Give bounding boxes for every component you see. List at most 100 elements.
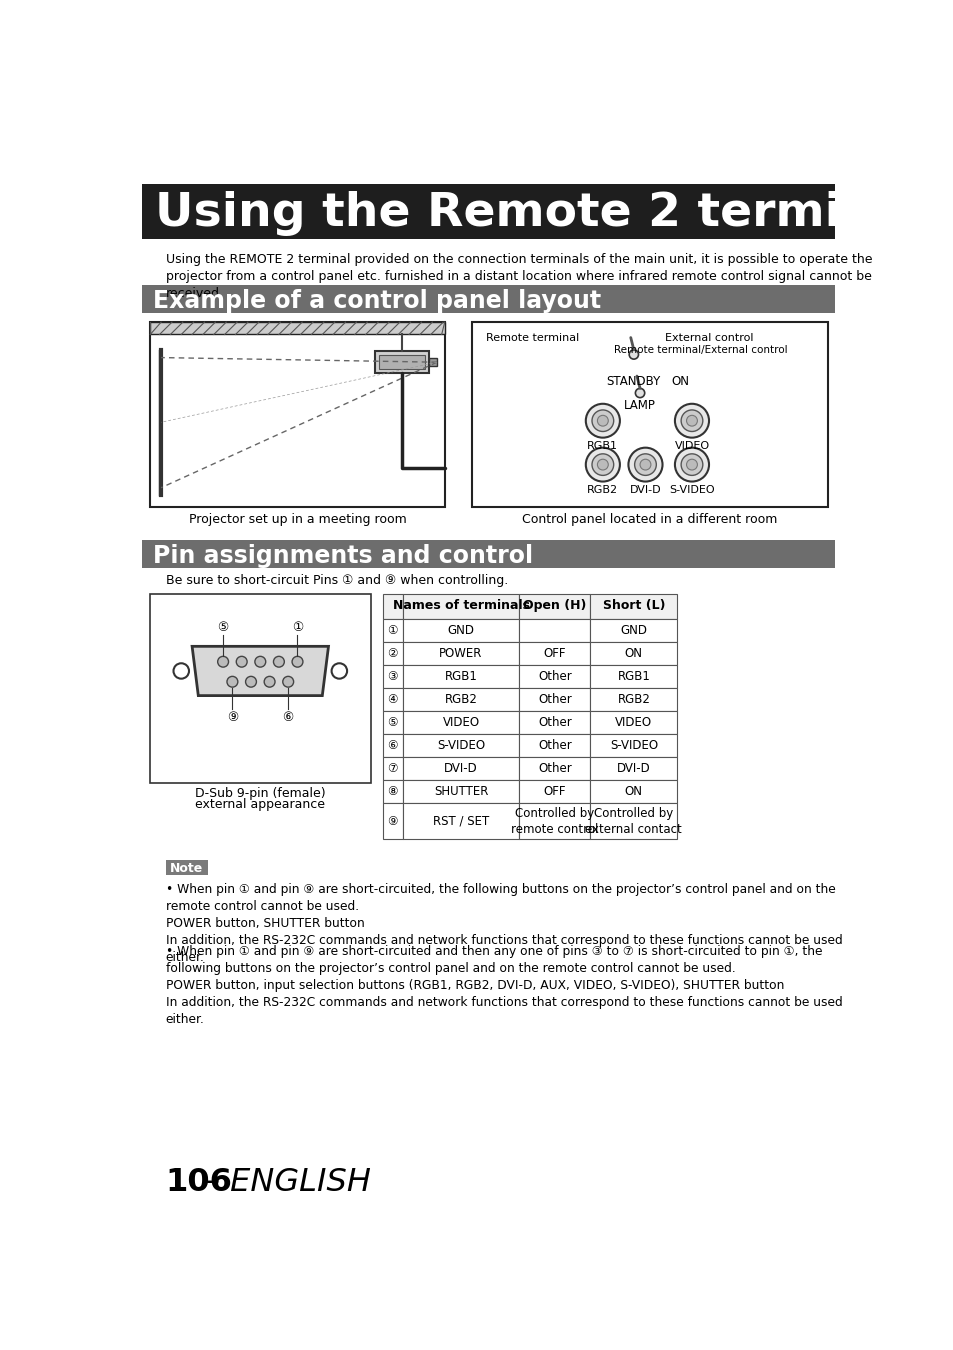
Bar xyxy=(402,757,518,780)
Bar xyxy=(472,323,827,508)
Bar xyxy=(382,641,402,664)
Text: Example of a control panel layout: Example of a control panel layout xyxy=(153,289,600,313)
Text: ⑤: ⑤ xyxy=(217,621,229,634)
Bar xyxy=(142,184,835,239)
Bar xyxy=(402,594,518,618)
Bar xyxy=(142,285,835,313)
Text: OFF: OFF xyxy=(543,647,565,660)
Text: RGB2: RGB2 xyxy=(587,485,618,494)
Bar xyxy=(402,688,518,711)
Text: Controlled by
external contact: Controlled by external contact xyxy=(585,806,681,836)
Circle shape xyxy=(592,410,613,432)
Bar xyxy=(382,664,402,689)
Circle shape xyxy=(585,404,619,437)
Text: VIDEO: VIDEO xyxy=(674,440,709,451)
Circle shape xyxy=(292,656,303,667)
Bar xyxy=(382,711,402,734)
Text: RGB1: RGB1 xyxy=(587,440,618,451)
Text: Be sure to short-circuit Pins ① and ⑨ when controlling.: Be sure to short-circuit Pins ① and ⑨ wh… xyxy=(166,574,507,587)
Text: RGB2: RGB2 xyxy=(617,693,650,706)
Circle shape xyxy=(597,416,608,427)
Text: S-VIDEO: S-VIDEO xyxy=(609,740,658,752)
Text: ⑧: ⑧ xyxy=(387,786,397,798)
Text: Projector set up in a meeting room: Projector set up in a meeting room xyxy=(189,513,406,526)
Bar xyxy=(382,688,402,711)
Text: Using the REMOTE 2 terminal provided on the connection terminals of the main uni: Using the REMOTE 2 terminal provided on … xyxy=(166,252,871,300)
Text: Other: Other xyxy=(537,716,571,729)
Text: RST / SET: RST / SET xyxy=(433,814,489,828)
Text: Short (L): Short (L) xyxy=(602,598,664,612)
Bar xyxy=(402,734,518,757)
Circle shape xyxy=(628,448,661,482)
Text: Other: Other xyxy=(537,670,571,683)
Text: POWER: POWER xyxy=(439,647,482,660)
Text: GND: GND xyxy=(447,624,474,637)
Bar xyxy=(402,780,518,803)
Bar xyxy=(382,780,402,803)
Bar xyxy=(382,734,402,757)
Text: Controlled by
remote control: Controlled by remote control xyxy=(511,806,598,836)
Bar xyxy=(590,734,677,757)
Bar xyxy=(518,594,590,618)
Text: – ENGLISH: – ENGLISH xyxy=(204,1166,371,1197)
Bar xyxy=(590,757,677,780)
Bar xyxy=(429,358,436,366)
Text: VIDEO: VIDEO xyxy=(615,716,652,729)
Text: ⑦: ⑦ xyxy=(387,763,397,775)
Bar xyxy=(518,664,590,689)
Circle shape xyxy=(674,404,708,437)
Text: ON: ON xyxy=(670,374,688,387)
Bar xyxy=(590,711,677,734)
Bar xyxy=(402,711,518,734)
Text: GND: GND xyxy=(619,624,647,637)
Bar xyxy=(518,618,590,641)
Bar xyxy=(375,351,429,373)
Text: STANDBY: STANDBY xyxy=(606,374,660,387)
Bar xyxy=(590,780,677,803)
Text: External control: External control xyxy=(664,333,753,343)
Text: Other: Other xyxy=(537,740,571,752)
Text: external appearance: external appearance xyxy=(195,798,325,811)
Bar xyxy=(590,688,677,711)
Text: RGB2: RGB2 xyxy=(444,693,476,706)
Text: ⑨: ⑨ xyxy=(227,711,238,724)
Text: ⑤: ⑤ xyxy=(387,716,397,729)
Text: Other: Other xyxy=(537,693,571,706)
Text: VIDEO: VIDEO xyxy=(442,716,479,729)
Bar xyxy=(518,780,590,803)
Text: DVI-D: DVI-D xyxy=(617,763,650,775)
Text: ⑨: ⑨ xyxy=(387,814,397,828)
Circle shape xyxy=(173,663,189,679)
Bar xyxy=(382,594,402,618)
Bar xyxy=(382,757,402,780)
Circle shape xyxy=(639,459,650,470)
Circle shape xyxy=(236,656,247,667)
Text: RGB1: RGB1 xyxy=(617,670,650,683)
Text: Remote terminal: Remote terminal xyxy=(485,333,578,343)
Circle shape xyxy=(592,454,613,475)
Text: S-VIDEO: S-VIDEO xyxy=(436,740,484,752)
Bar xyxy=(518,757,590,780)
Circle shape xyxy=(245,676,256,687)
Text: Other: Other xyxy=(537,763,571,775)
Text: Using the Remote 2 terminal: Using the Remote 2 terminal xyxy=(154,192,922,236)
Circle shape xyxy=(585,448,619,482)
Text: Remote terminal/External control: Remote terminal/External control xyxy=(614,346,787,355)
Text: 106: 106 xyxy=(166,1166,233,1197)
Bar xyxy=(402,618,518,641)
Bar xyxy=(518,803,590,838)
Text: D-Sub 9-pin (female): D-Sub 9-pin (female) xyxy=(194,787,325,801)
Bar xyxy=(402,641,518,664)
Circle shape xyxy=(680,454,702,475)
Bar xyxy=(150,323,444,335)
Bar xyxy=(378,355,425,369)
Text: Open (H): Open (H) xyxy=(522,598,586,612)
Text: Pin assignments and control: Pin assignments and control xyxy=(153,544,533,568)
Text: Note: Note xyxy=(170,861,203,875)
Circle shape xyxy=(635,389,644,398)
Text: LAMP: LAMP xyxy=(623,400,656,412)
Bar xyxy=(590,618,677,641)
Bar xyxy=(518,641,590,664)
Circle shape xyxy=(634,454,656,475)
Bar xyxy=(150,594,371,783)
